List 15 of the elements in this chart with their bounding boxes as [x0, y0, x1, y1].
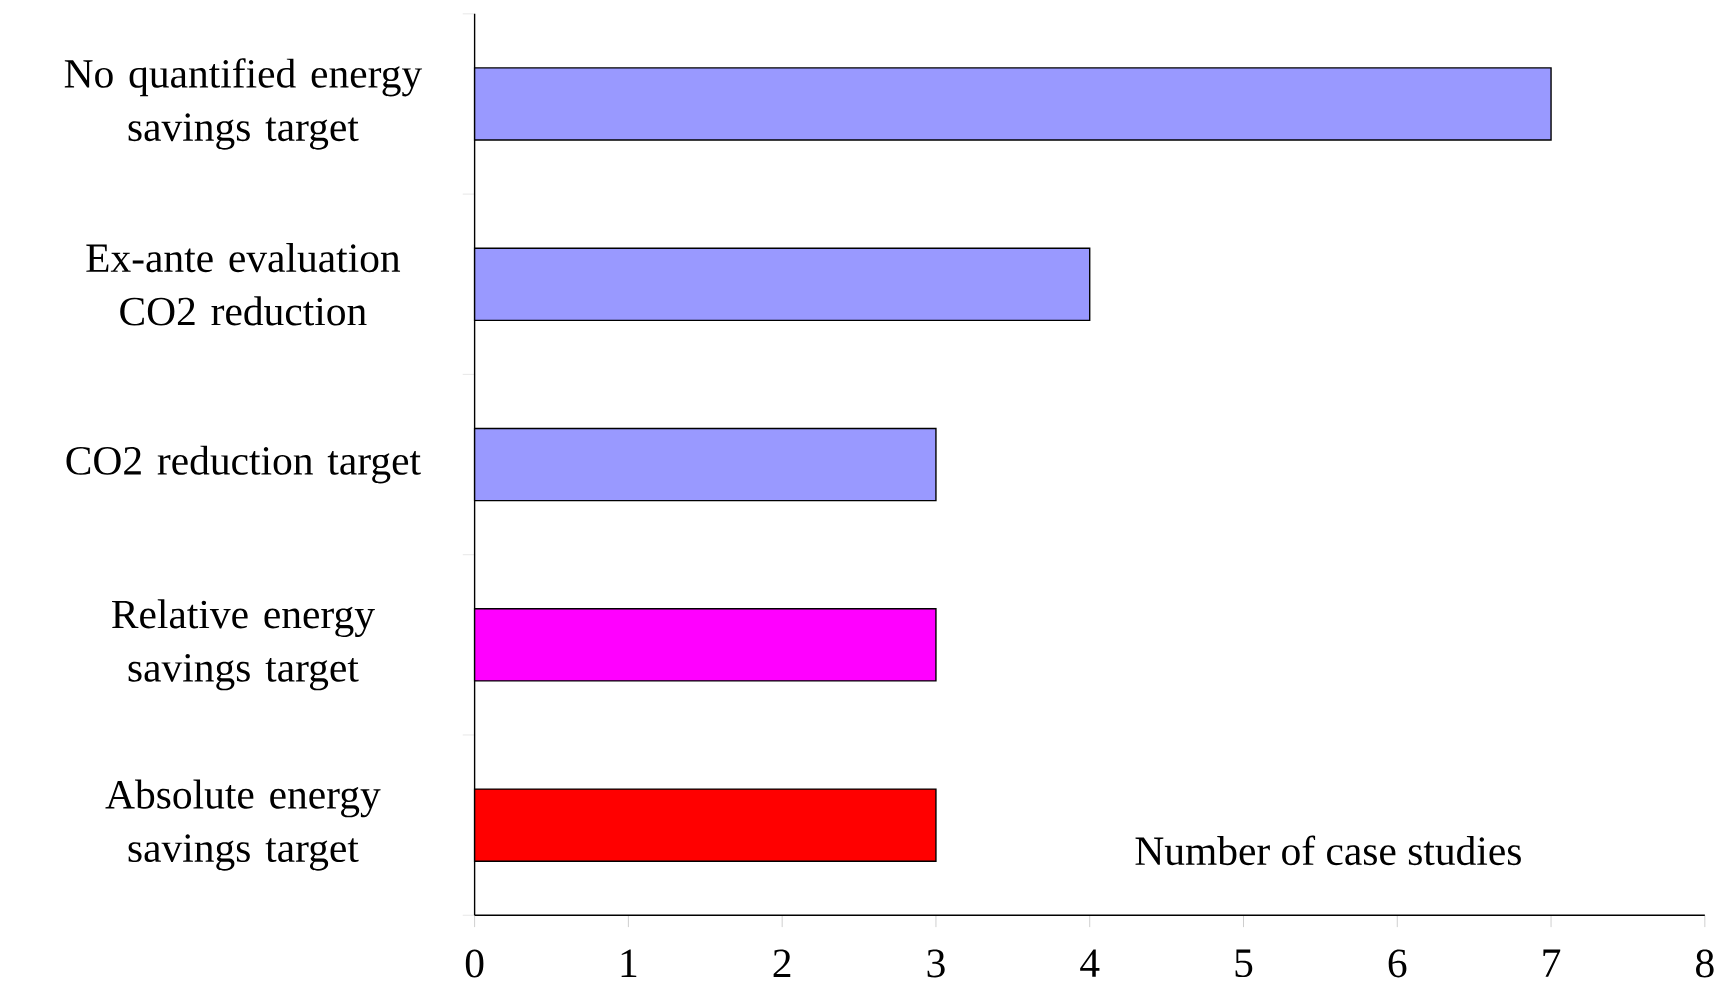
x-tick-label: 7	[1543, 949, 1561, 977]
x-tick-label: 0	[465, 949, 484, 978]
x-tick-label: 6	[1388, 949, 1407, 978]
x-tick-label: 2	[773, 949, 791, 977]
x-tick-label: 8	[1696, 949, 1714, 978]
x-tick-label: 3	[927, 949, 945, 978]
x-tick-label: 1	[621, 949, 637, 977]
x-tick-label: 4	[1080, 949, 1100, 977]
y-tick-label: No quantified energy savings target	[64, 58, 423, 150]
y-tick-label: Absolute energy savings target	[105, 779, 381, 871]
y-tick-label: CO2 reduction target	[66, 445, 421, 484]
x-tick-label: 5	[1235, 949, 1253, 978]
x-axis-title: Number of case studies	[1135, 835, 1521, 866]
y-tick-label: Relative energy savings target	[112, 599, 375, 691]
y-tick-label: Ex-ante evaluation CO2 reduction	[86, 242, 401, 326]
